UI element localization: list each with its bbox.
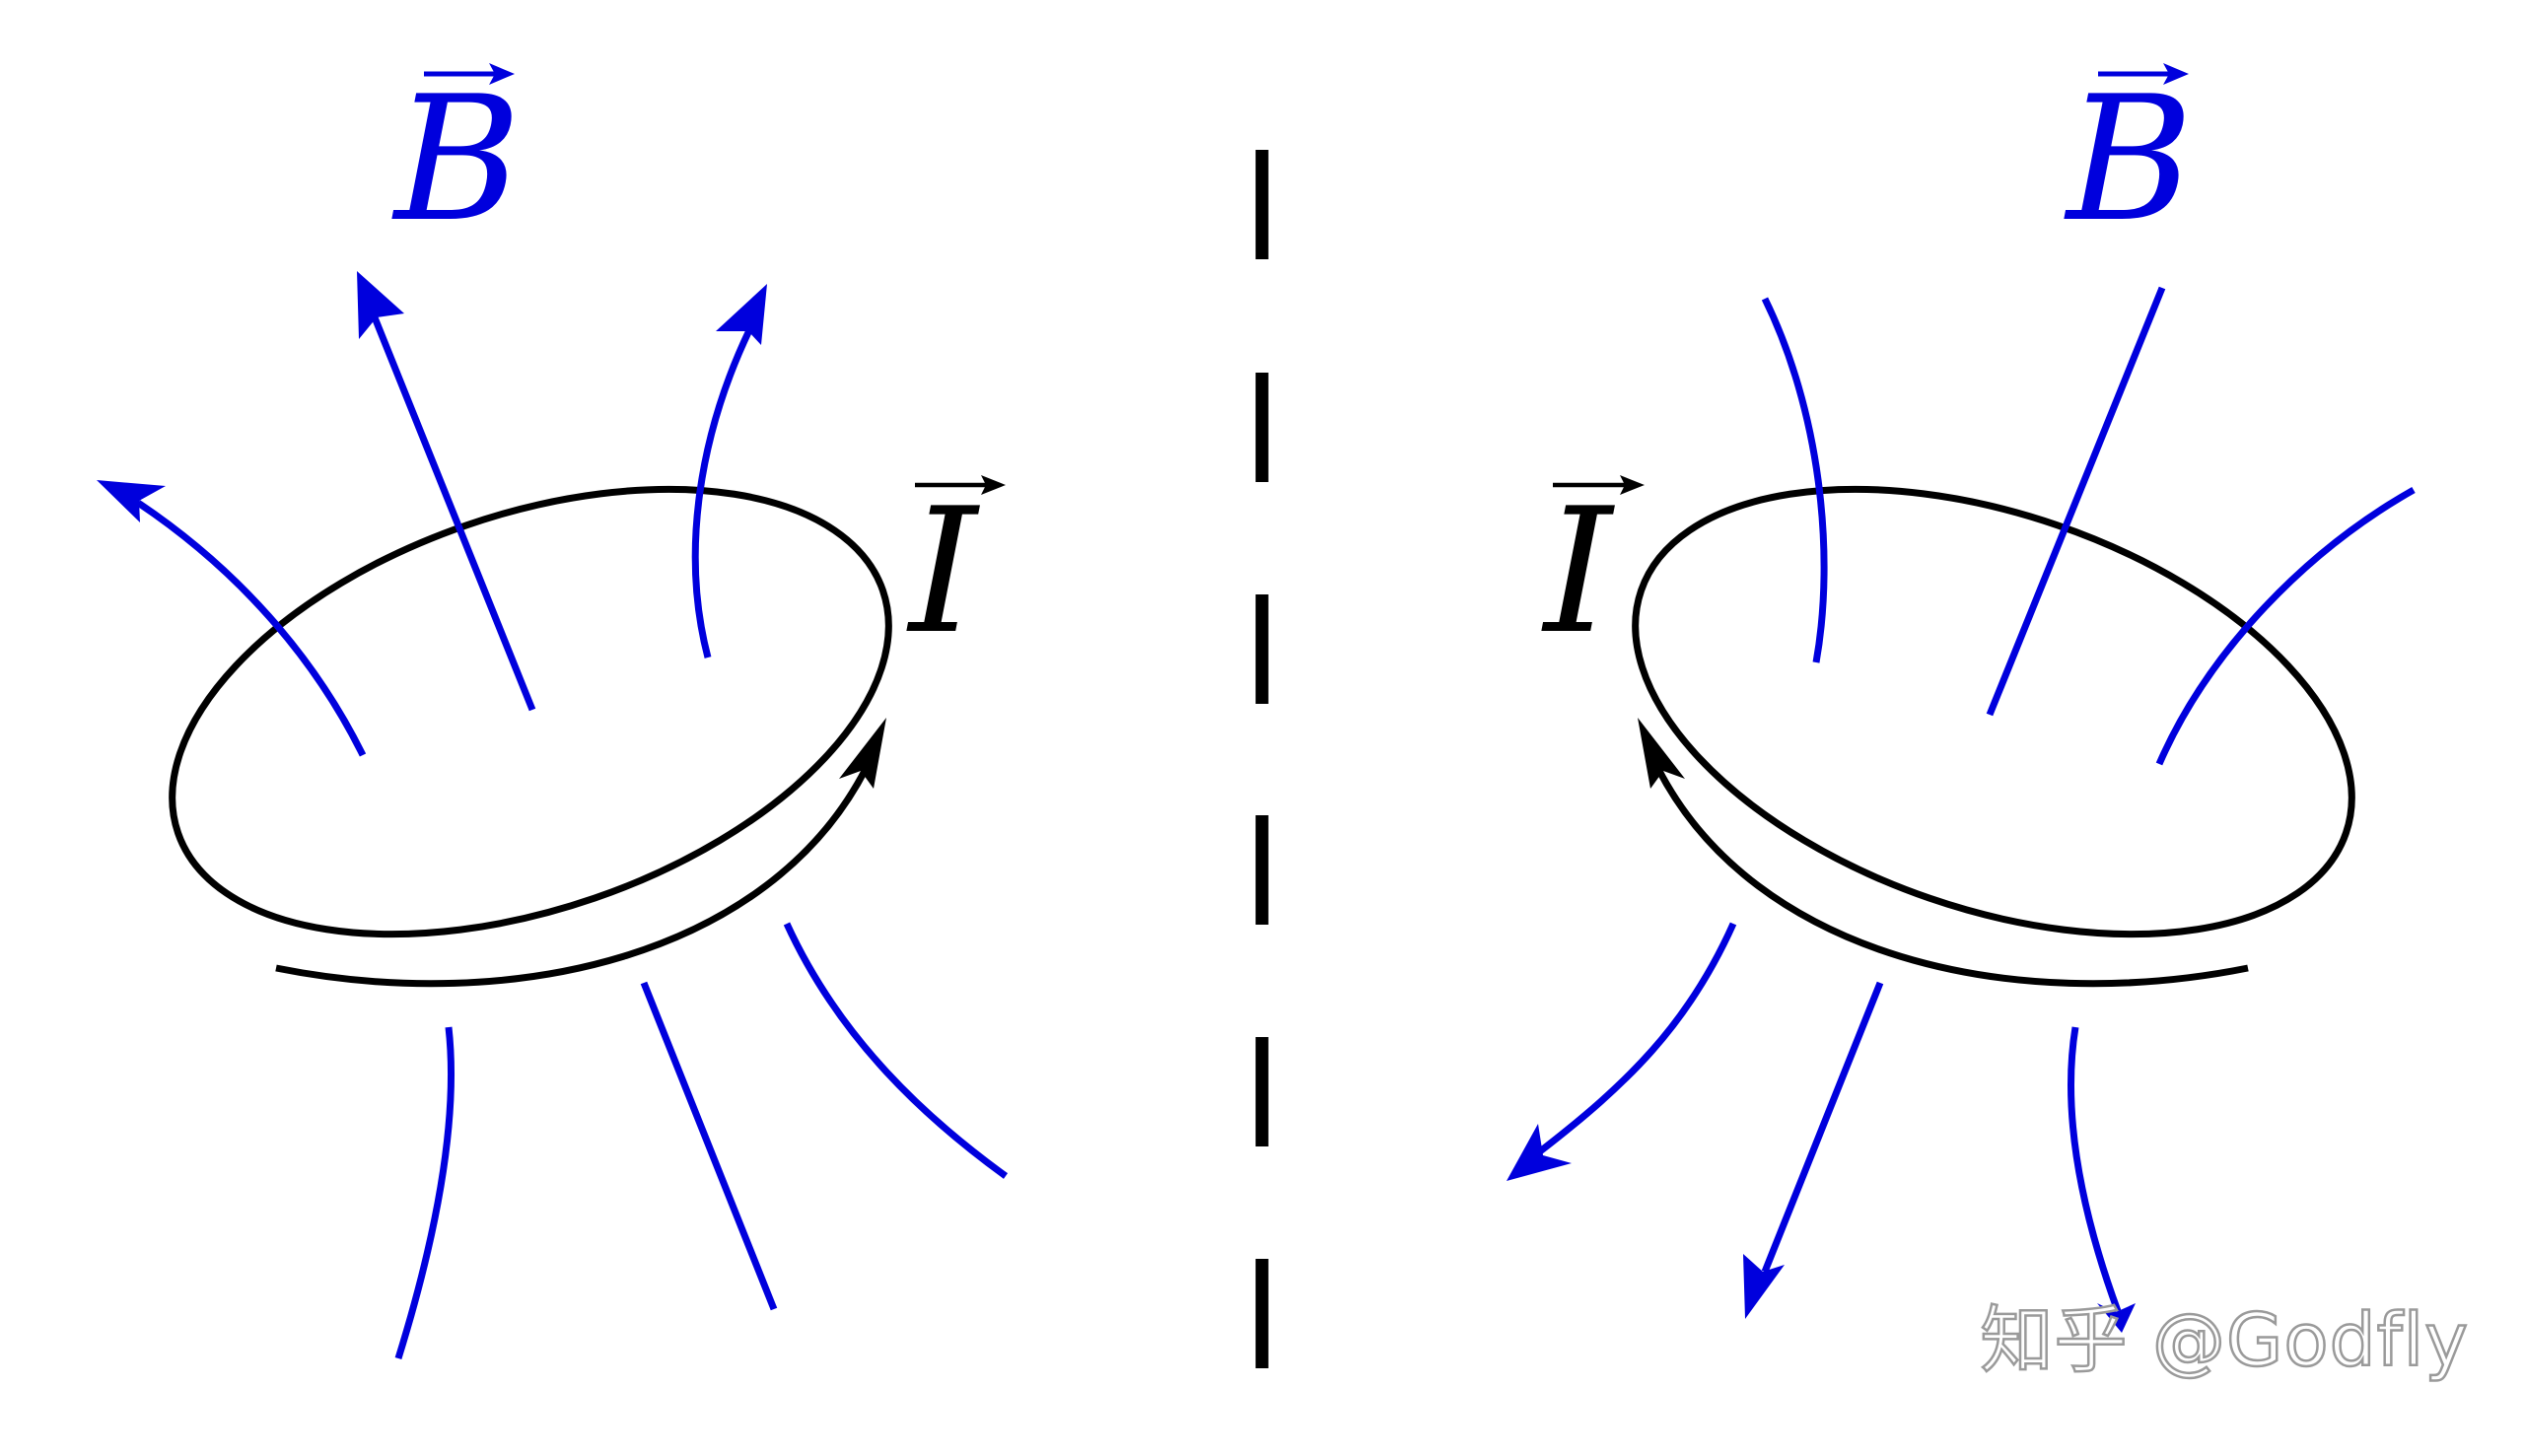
right-current-direction-arc: [1654, 767, 2249, 988]
left-field-line-lower-3: [783, 922, 1009, 1179]
right-field-line-upper-1: [1761, 297, 1828, 663]
left-field-line-upper-1: [136, 500, 367, 757]
right-field-arrowhead-lower-3: [2097, 1303, 2136, 1333]
right-field-label: B: [2064, 60, 2194, 260]
right-b-label: B: [2064, 60, 2194, 260]
right-field-line-upper-3: [2155, 486, 2416, 766]
left-field-line-lower-1: [394, 1026, 456, 1360]
left-field-line-upper-3: [691, 328, 753, 659]
left-current-direction-arrowhead: [839, 718, 886, 789]
left-current-direction-arc: [275, 767, 870, 988]
left-panel: B I: [97, 60, 1009, 1360]
right-field-arrowhead-lower-1: [1507, 1124, 1572, 1181]
right-current-direction-arrowhead: [1638, 718, 1685, 789]
left-i-vector-arrowhead: [981, 475, 1006, 495]
right-b-vector-arrowhead: [2163, 63, 2189, 85]
left-current-label: I: [906, 472, 980, 672]
right-field-arrowhead-lower-2: [1743, 1254, 1785, 1319]
left-b-label: B: [391, 60, 522, 260]
right-field-line-upper-2: [1986, 286, 2166, 717]
left-b-vector-arrowhead: [489, 63, 515, 85]
left-current-loop: [169, 485, 892, 938]
watermark-text: 知乎 @Godfly: [1979, 1297, 2469, 1385]
left-field-line-lower-2: [640, 981, 778, 1311]
right-i-vector-arrowhead: [1620, 475, 1645, 495]
right-field-line-lower-1: [1537, 922, 1737, 1154]
left-field-label: B: [391, 60, 522, 260]
right-current-label: I: [1541, 472, 1615, 672]
right-current-loop: [1632, 485, 2355, 938]
right-panel: B I: [1507, 60, 2416, 1333]
right-field-line-lower-2: [1761, 981, 1884, 1274]
left-field-arrowhead-upper-2: [357, 271, 404, 339]
left-field-arrowhead-upper-3: [716, 284, 767, 345]
right-field-line-lower-3: [2068, 1026, 2122, 1313]
left-i-label: I: [906, 472, 1006, 672]
left-field-line-upper-2: [371, 315, 536, 712]
right-i-label: I: [1541, 472, 1645, 672]
left-field-arrowhead-upper-1: [97, 480, 166, 522]
